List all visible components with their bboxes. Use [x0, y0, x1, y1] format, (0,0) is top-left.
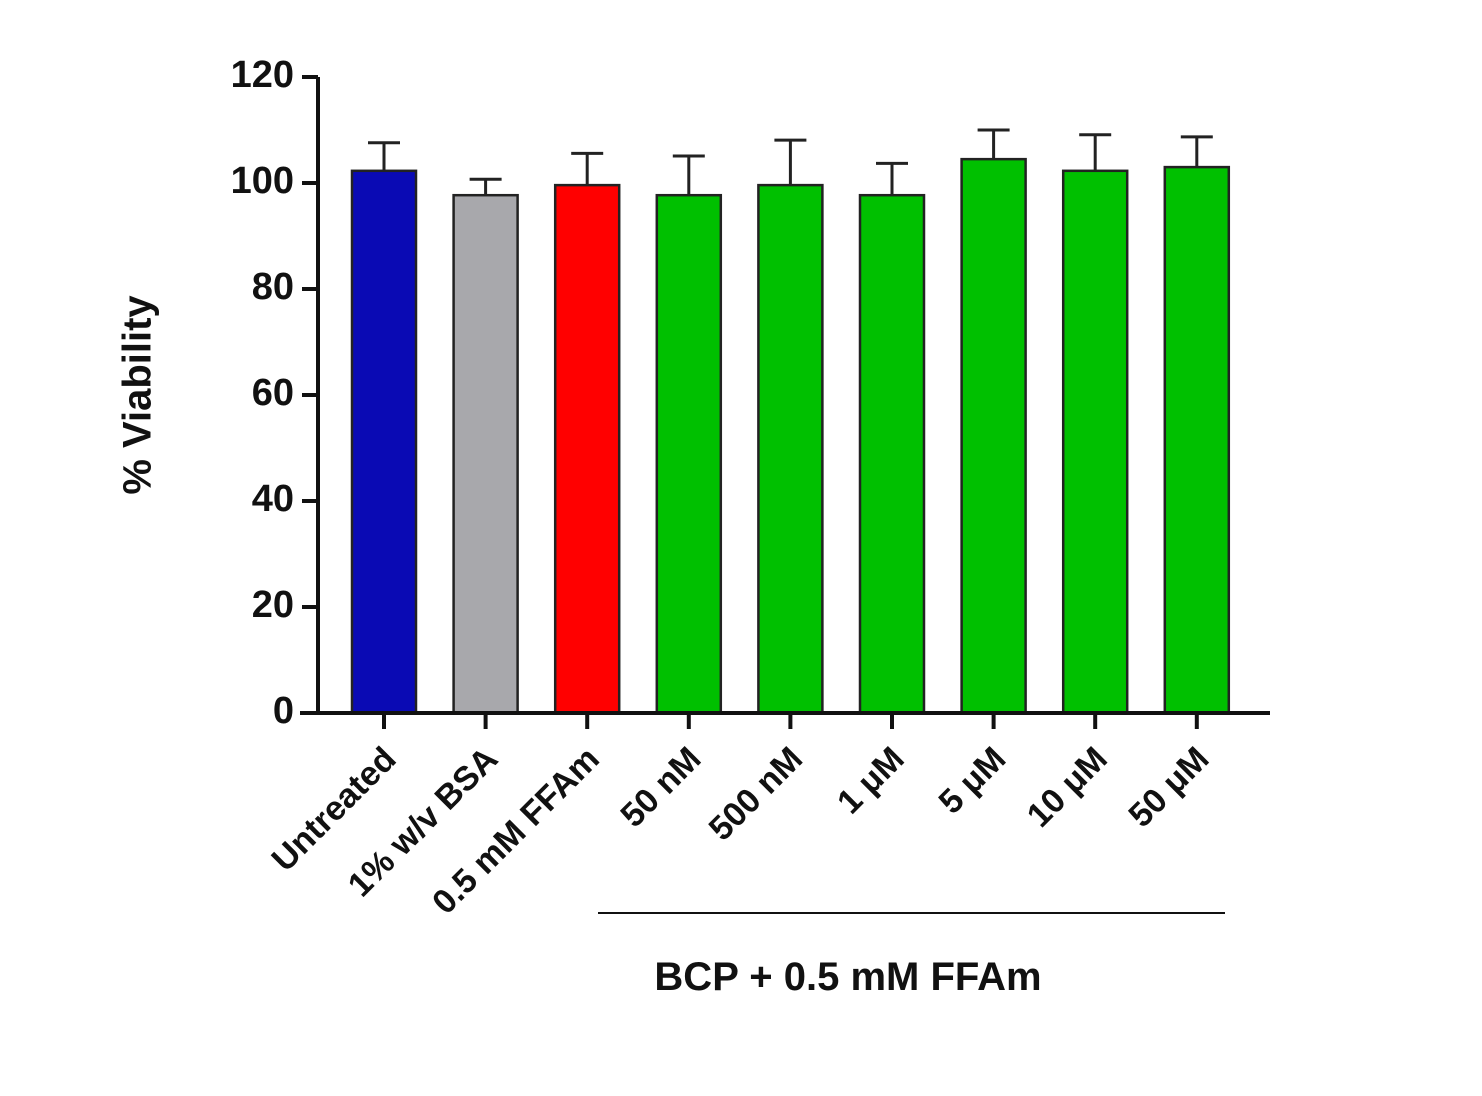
x-tick-label: 50 μM — [1121, 740, 1216, 835]
x-tick-label: 10 μM — [1020, 740, 1115, 835]
bar — [757, 183, 824, 715]
bar — [1061, 169, 1129, 715]
y-tick-label: 100 — [231, 160, 294, 202]
x-tick-label: 5 μM — [932, 740, 1014, 822]
y-tick-label: 40 — [252, 478, 294, 520]
bar — [1163, 165, 1231, 715]
bar — [960, 157, 1027, 715]
bar — [452, 193, 519, 715]
y-tick-label: 60 — [252, 372, 294, 414]
y-axis-label: % Viability — [116, 295, 160, 495]
bar — [553, 183, 621, 715]
y-tick-label: 80 — [252, 266, 294, 308]
x-tick-label: 1 μM — [830, 740, 912, 822]
bar — [350, 169, 418, 715]
x-tick-label: 50 nM — [613, 740, 708, 835]
bar — [655, 193, 723, 715]
bar — [858, 193, 926, 715]
group-label: BCP + 0.5 mM FFAm — [654, 955, 1041, 999]
y-tick-label: 120 — [231, 54, 294, 96]
y-tick-label: 0 — [273, 690, 294, 732]
y-tick-label: 20 — [252, 584, 294, 626]
x-tick-label: 500 nM — [702, 740, 810, 848]
